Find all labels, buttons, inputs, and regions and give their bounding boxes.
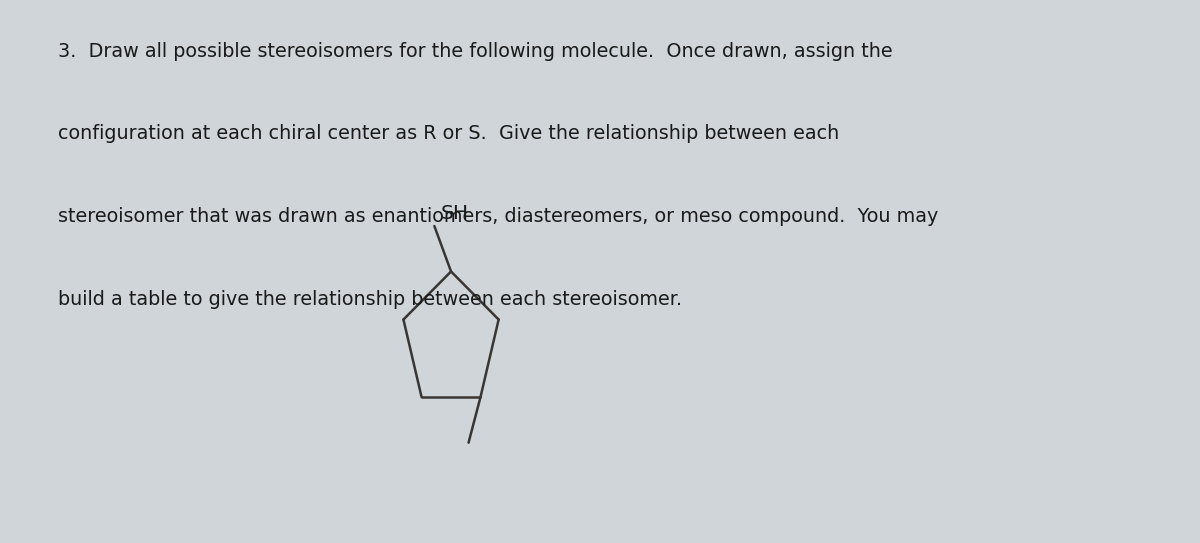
Text: stereoisomer that was drawn as enantiomers, diastereomers, or meso compound.  Yo: stereoisomer that was drawn as enantiome… (58, 207, 938, 226)
Text: 3.  Draw all possible stereoisomers for the following molecule.  Once drawn, ass: 3. Draw all possible stereoisomers for t… (58, 42, 893, 61)
Text: build a table to give the relationship between each stereoisomer.: build a table to give the relationship b… (58, 290, 682, 309)
Text: SH: SH (440, 204, 468, 223)
Text: configuration at each chiral center as R or S.  Give the relationship between ea: configuration at each chiral center as R… (58, 124, 839, 143)
